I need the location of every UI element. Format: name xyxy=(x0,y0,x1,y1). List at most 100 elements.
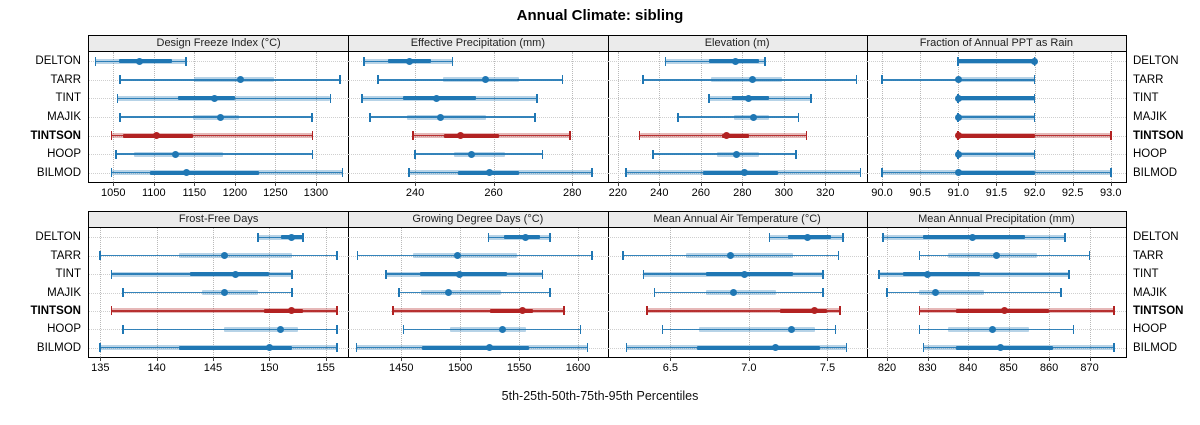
axis-tick xyxy=(670,357,672,361)
whisker-cap xyxy=(591,251,593,261)
site-label-right: BILMOD xyxy=(1133,166,1178,179)
site-label-left: HOOP xyxy=(47,148,81,161)
whisker-cap xyxy=(821,288,824,297)
axis-tick xyxy=(325,357,327,361)
range-line xyxy=(662,328,836,331)
axis-tick xyxy=(920,182,922,186)
range-line xyxy=(119,79,341,81)
whisker-cap xyxy=(1033,149,1036,159)
median-dot xyxy=(924,270,931,278)
median-dot xyxy=(745,94,753,102)
site-label-left: HOOP xyxy=(47,323,81,336)
axis-tick xyxy=(742,182,744,186)
range-line xyxy=(415,153,543,155)
range-line xyxy=(958,60,1035,62)
axis-tick-label: 93.0 xyxy=(1100,187,1122,199)
median-dot xyxy=(988,325,996,333)
median-dot xyxy=(787,325,795,333)
whisker-cap xyxy=(645,306,648,316)
axis-tick-label: 1100 xyxy=(141,187,166,199)
range-line xyxy=(958,134,1111,137)
median-dot xyxy=(954,76,962,84)
axis-tick-label: 7.0 xyxy=(741,362,757,374)
whisker-cap xyxy=(842,232,844,242)
whisker-cap xyxy=(586,343,589,353)
panel-divider xyxy=(348,36,350,182)
axis-tick xyxy=(927,357,929,361)
range-line xyxy=(115,153,313,155)
whisker-cap xyxy=(392,306,394,316)
median-dot xyxy=(220,289,228,296)
axis-tick xyxy=(783,182,785,186)
range-line xyxy=(393,310,564,312)
median-dot xyxy=(723,132,731,140)
panel-divider xyxy=(866,212,868,357)
chart-title: Annual Climate: sibling xyxy=(516,7,684,24)
panel-divider xyxy=(348,212,350,357)
axis-tick xyxy=(212,357,214,361)
whisker-cap xyxy=(1033,112,1036,122)
whisker-cap xyxy=(1072,324,1075,334)
whisker-cap xyxy=(451,56,454,66)
range-line xyxy=(882,172,1111,174)
whisker-cap xyxy=(859,168,862,178)
whisker-cap xyxy=(1064,232,1067,242)
whisker-cap xyxy=(622,251,624,261)
whisker-cap xyxy=(677,112,679,122)
panel-header: Mean Annual Precipitation (mm) xyxy=(918,213,1075,225)
axis-tick xyxy=(572,182,574,186)
whisker-cap xyxy=(837,251,840,261)
range-line xyxy=(919,328,1074,331)
median-dot xyxy=(433,94,441,102)
panel-header: Design Freeze Index (°C) xyxy=(156,37,281,49)
axis-tick-label: 90.0 xyxy=(871,187,893,199)
site-label-right: TARR xyxy=(1133,249,1164,262)
axis-tick xyxy=(1072,182,1074,186)
range-line xyxy=(356,347,588,349)
whisker-cap xyxy=(638,131,641,141)
whisker-cap xyxy=(94,56,97,66)
axis-tick xyxy=(958,182,960,186)
axis-tick xyxy=(153,182,155,186)
site-label-right: TINTSON xyxy=(1133,129,1184,142)
median-dot xyxy=(182,169,190,177)
whisker-cap xyxy=(625,343,628,353)
whisker-cap xyxy=(534,112,536,122)
whisker-cap xyxy=(1113,343,1115,353)
axis-tick-label: 260 xyxy=(484,187,503,199)
median-dot xyxy=(444,289,452,296)
axis-tick xyxy=(578,357,580,361)
axis-tick xyxy=(113,182,115,186)
whisker-cap xyxy=(408,168,410,178)
whisker-cap xyxy=(1113,306,1115,316)
median-dot xyxy=(732,150,740,158)
range-line xyxy=(413,134,571,137)
axis-tick-label: 850 xyxy=(999,362,1018,374)
whisker-cap xyxy=(185,56,187,66)
median-dot xyxy=(519,307,527,315)
panel-divider xyxy=(866,36,868,182)
axis-tick xyxy=(234,182,236,186)
range-line xyxy=(646,310,841,312)
whisker-cap xyxy=(414,149,416,159)
median-dot xyxy=(486,169,494,177)
axis-tick xyxy=(493,182,495,186)
median-dot xyxy=(1031,57,1038,65)
whisker-cap xyxy=(797,112,800,122)
range-line xyxy=(111,172,343,174)
axis-tick-label: 135 xyxy=(91,362,110,374)
range-line xyxy=(488,236,550,238)
median-dot xyxy=(265,344,273,352)
range-line xyxy=(678,116,799,118)
median-dot xyxy=(468,150,476,158)
whisker-cap xyxy=(764,56,766,66)
panel-plot xyxy=(607,228,867,357)
axis-tick-label: 6.5 xyxy=(662,362,678,374)
axis-tick xyxy=(825,182,827,186)
site-label-left: TARR xyxy=(50,73,81,86)
axis-tick xyxy=(1049,357,1051,361)
range-line xyxy=(654,291,823,294)
whisker-cap xyxy=(882,232,884,242)
range-line xyxy=(639,134,807,137)
whisker-cap xyxy=(541,149,544,159)
